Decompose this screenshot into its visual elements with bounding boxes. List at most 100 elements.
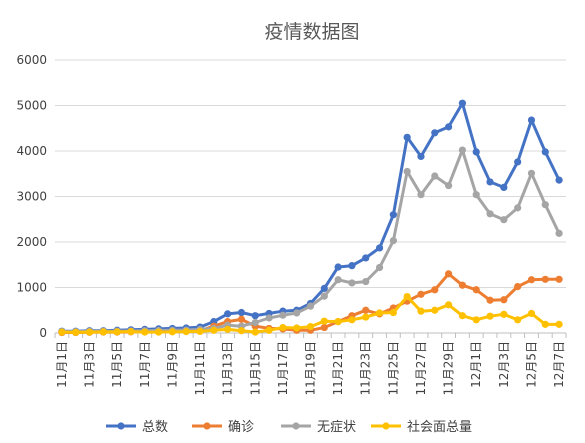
x-tick-label: 11月15日: [248, 341, 262, 396]
x-tick-label: 11月9日: [165, 341, 179, 388]
data-point: [431, 286, 439, 294]
data-point: [375, 263, 384, 272]
data-point: [293, 309, 301, 317]
data-point: [362, 313, 370, 321]
data-point: [514, 204, 522, 212]
data-point: [168, 328, 176, 336]
data-point: [527, 169, 536, 177]
data-point: [320, 317, 328, 325]
data-point: [458, 99, 467, 107]
y-tick-label: 2000: [16, 235, 47, 249]
y-axis: 0 1000 2000 3000 4000 5000 6000: [16, 53, 47, 340]
x-tick-label: 12月7日: [552, 341, 566, 388]
data-point: [541, 275, 549, 283]
data-point: [375, 309, 384, 317]
data-point: [555, 320, 563, 328]
data-point: [320, 323, 328, 332]
data-point: [154, 328, 163, 336]
data-point: [417, 307, 425, 315]
series-3: [58, 293, 563, 336]
y-tick-label: 6000: [16, 53, 47, 67]
data-point: [514, 316, 522, 324]
data-point: [306, 323, 315, 331]
data-point: [486, 178, 494, 186]
data-point: [224, 325, 232, 333]
data-point: [514, 282, 522, 291]
x-tick-label: 11月5日: [110, 341, 124, 388]
legend-marker: [382, 422, 390, 430]
data-point: [210, 326, 218, 334]
data-point: [541, 201, 549, 209]
data-point: [348, 279, 356, 287]
legend-label: 无症状: [317, 420, 356, 435]
legend-label: 社会面总量: [407, 419, 472, 435]
data-point: [527, 276, 536, 284]
legend-item: 社会面总量: [371, 419, 472, 435]
data-point: [306, 302, 315, 310]
x-tick-label: 11月29日: [442, 341, 456, 396]
data-point: [389, 237, 397, 245]
x-tick-label: 11月1日: [55, 341, 69, 388]
data-point: [403, 133, 411, 141]
data-point: [72, 328, 80, 336]
x-tick-label: 12月1日: [469, 341, 483, 388]
data-point: [472, 148, 480, 156]
data-point: [445, 123, 453, 131]
data-point: [486, 312, 494, 320]
data-point: [500, 310, 508, 318]
data-point: [500, 183, 508, 191]
data-point: [514, 158, 522, 166]
legend-marker: [117, 422, 125, 430]
y-tick-label: 1000: [16, 281, 47, 295]
data-point: [458, 281, 467, 289]
data-point: [555, 275, 563, 283]
data-point: [362, 306, 370, 314]
x-tick-label: 11月25日: [386, 341, 400, 396]
data-point: [237, 327, 246, 335]
data-point: [293, 324, 301, 332]
data-point: [417, 152, 425, 161]
x-tick-label: 11月11日: [193, 341, 207, 396]
x-tick-label: 11月23日: [359, 341, 373, 396]
data-point: [99, 328, 107, 336]
chart-title: 疫情数据图: [264, 21, 359, 43]
data-point: [58, 328, 66, 336]
legend-label: 确诊: [228, 420, 254, 435]
y-tick-label: 3000: [16, 190, 47, 204]
x-axis: 11月1日 11月3日 11月5日 11月7日 11月9日 11月11日 11月13日 11月…: [54, 333, 567, 396]
y-tick-label: 0: [39, 326, 47, 340]
legend-item: 无症状: [281, 420, 356, 435]
data-point: [224, 310, 232, 318]
data-point: [320, 284, 328, 293]
x-tick-label: 12月5日: [524, 341, 538, 388]
data-point: [362, 277, 370, 286]
data-point: [486, 296, 494, 304]
data-point: [348, 316, 356, 324]
legend-label: 总数: [142, 420, 168, 435]
data-point: [141, 328, 149, 336]
data-point: [445, 301, 453, 309]
data-point: [362, 254, 370, 262]
data-point: [389, 308, 397, 317]
data-point: [265, 326, 273, 334]
x-tick-label: 11月17日: [276, 341, 290, 396]
data-point: [251, 328, 259, 336]
data-point: [251, 312, 259, 320]
data-point: [527, 116, 536, 124]
data-point: [541, 148, 549, 156]
x-tick-label: 11月19日: [304, 341, 318, 396]
data-point: [251, 318, 259, 327]
data-point: [555, 176, 563, 184]
data-point: [348, 262, 356, 270]
y-tick-label: 4000: [16, 144, 47, 158]
data-point: [403, 293, 411, 301]
data-point: [334, 318, 342, 326]
data-point: [417, 191, 425, 199]
data-point: [237, 308, 246, 317]
x-tick-label: 12月3日: [497, 341, 511, 388]
data-point: [127, 328, 135, 336]
x-tick-label: 11月21日: [331, 341, 345, 396]
data-point: [196, 327, 204, 336]
data-point: [445, 270, 453, 278]
data-point: [113, 328, 121, 336]
